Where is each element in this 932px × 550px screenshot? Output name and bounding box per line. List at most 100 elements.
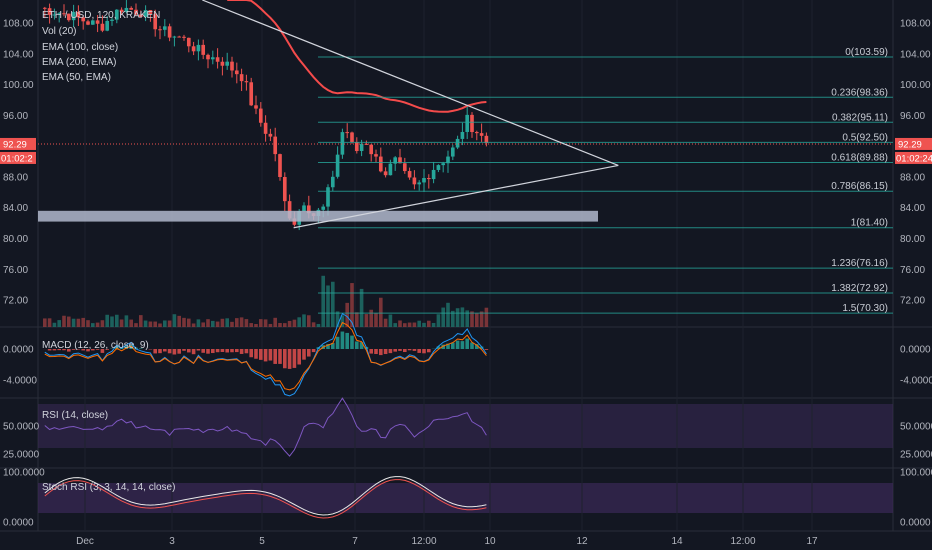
candle-body[interactable]	[105, 20, 110, 31]
candle-body[interactable]	[417, 182, 422, 185]
candle-body[interactable]	[100, 23, 105, 31]
candle-body[interactable]	[412, 177, 417, 185]
candle-body[interactable]	[306, 205, 311, 214]
candle-body[interactable]	[215, 57, 220, 62]
candle-body[interactable]	[455, 138, 460, 148]
candle-body[interactable]	[287, 201, 292, 219]
candle-body[interactable]	[450, 147, 455, 157]
candle-body[interactable]	[335, 154, 340, 177]
candle-body[interactable]	[340, 132, 345, 155]
candle-body[interactable]	[470, 114, 474, 133]
stoch-rsi-label[interactable]: Stoch RSI (3, 3, 14, 14, close)	[42, 482, 175, 493]
candle-body[interactable]	[234, 70, 239, 75]
candle-body[interactable]	[62, 13, 66, 15]
support-trendline[interactable]	[293, 164, 619, 229]
candle-body[interactable]	[158, 29, 162, 31]
candle-body[interactable]	[201, 44, 206, 55]
symbol-title[interactable]: ETH / USD, 120, KRAKEN	[42, 10, 160, 21]
candle-body[interactable]	[206, 54, 210, 60]
candle-body[interactable]	[407, 171, 412, 178]
resistance-trendline[interactable]	[202, 0, 619, 166]
candle-body[interactable]	[436, 165, 441, 170]
candle-body[interactable]	[186, 37, 191, 47]
candle-body[interactable]	[124, 7, 129, 12]
candle-body[interactable]	[350, 132, 354, 143]
candle-body[interactable]	[364, 143, 369, 145]
candle-body[interactable]	[210, 57, 215, 60]
candle-body[interactable]	[81, 17, 86, 22]
candle-body[interactable]	[321, 206, 326, 210]
candle-body[interactable]	[143, 10, 148, 17]
indicator-ema-50[interactable]: EMA (50, EMA)	[42, 72, 111, 83]
candle-body[interactable]	[402, 163, 407, 172]
candle-body[interactable]	[268, 133, 273, 137]
candle-body[interactable]	[369, 144, 374, 155]
candle-body[interactable]	[474, 132, 479, 134]
drawing-overlay[interactable]	[38, 0, 893, 229]
candle-body[interactable]	[86, 21, 90, 25]
candle-body[interactable]	[110, 19, 114, 21]
candle-body[interactable]	[47, 8, 52, 15]
candle-body[interactable]	[460, 131, 465, 139]
candle-body[interactable]	[484, 135, 489, 144]
candle-body[interactable]	[254, 105, 258, 109]
candle-body[interactable]	[95, 20, 100, 24]
candle-body[interactable]	[119, 9, 124, 12]
candle-body[interactable]	[230, 61, 234, 71]
candle-body[interactable]	[263, 122, 268, 134]
candle-body[interactable]	[273, 136, 278, 155]
candle-body[interactable]	[66, 13, 71, 21]
candle-body[interactable]	[225, 61, 230, 66]
candle-body[interactable]	[374, 154, 378, 157]
candle-body[interactable]	[378, 156, 383, 172]
indicator-ema-200[interactable]: EMA (200, EMA)	[42, 57, 116, 68]
candle-body[interactable]	[52, 14, 57, 16]
candle-body[interactable]	[282, 177, 287, 202]
candle-body[interactable]	[220, 61, 225, 66]
candle-body[interactable]	[71, 11, 76, 21]
candle-body[interactable]	[388, 163, 393, 176]
candle-body[interactable]	[129, 7, 134, 10]
candle-body[interactable]	[258, 108, 263, 123]
candle-body[interactable]	[441, 163, 446, 166]
candle-body[interactable]	[398, 157, 402, 164]
candle-body[interactable]	[76, 11, 81, 18]
candle-body[interactable]	[138, 14, 143, 17]
support-zone[interactable]	[38, 210, 598, 222]
candle-body[interactable]	[134, 9, 138, 15]
candle-body[interactable]	[114, 9, 119, 20]
candle-body[interactable]	[354, 142, 359, 152]
candle-body[interactable]	[345, 132, 350, 134]
macd-label[interactable]: MACD (12, 26, close, 9)	[42, 340, 149, 351]
candle-body[interactable]	[330, 176, 335, 188]
candle-body[interactable]	[426, 178, 431, 180]
stoch-rsi-pane[interactable]	[44, 476, 487, 519]
candle-body[interactable]	[393, 157, 398, 164]
candle-body[interactable]	[359, 143, 364, 152]
fibonacci-levels[interactable]: 0(103.59) 0.236(98.36) 0.382(95.11) 0.5(92.…	[318, 47, 893, 314]
candle-body[interactable]	[292, 218, 297, 225]
candle-body[interactable]	[422, 178, 426, 183]
candle-body[interactable]	[326, 187, 330, 207]
candle-body[interactable]	[42, 7, 47, 9]
indicator-ema-100[interactable]: EMA (100, close)	[42, 42, 118, 53]
candle-body[interactable]	[182, 36, 186, 38]
candle-body[interactable]	[177, 36, 182, 38]
candle-body[interactable]	[278, 154, 282, 178]
candle-body[interactable]	[479, 133, 484, 136]
candle-body[interactable]	[191, 46, 196, 52]
candle-body[interactable]	[196, 44, 201, 52]
candle-body[interactable]	[446, 156, 450, 164]
candle-body[interactable]	[239, 74, 244, 82]
candle-body[interactable]	[148, 10, 153, 15]
candle-body[interactable]	[90, 20, 95, 25]
macd-pane[interactable]	[43, 312, 489, 397]
candle-body[interactable]	[249, 82, 254, 106]
candle-body[interactable]	[431, 169, 436, 180]
candle-body[interactable]	[57, 13, 62, 15]
candle-body[interactable]	[162, 26, 167, 30]
candle-body[interactable]	[244, 81, 249, 83]
rsi-pane[interactable]	[44, 397, 487, 457]
candle-body[interactable]	[153, 14, 158, 30]
